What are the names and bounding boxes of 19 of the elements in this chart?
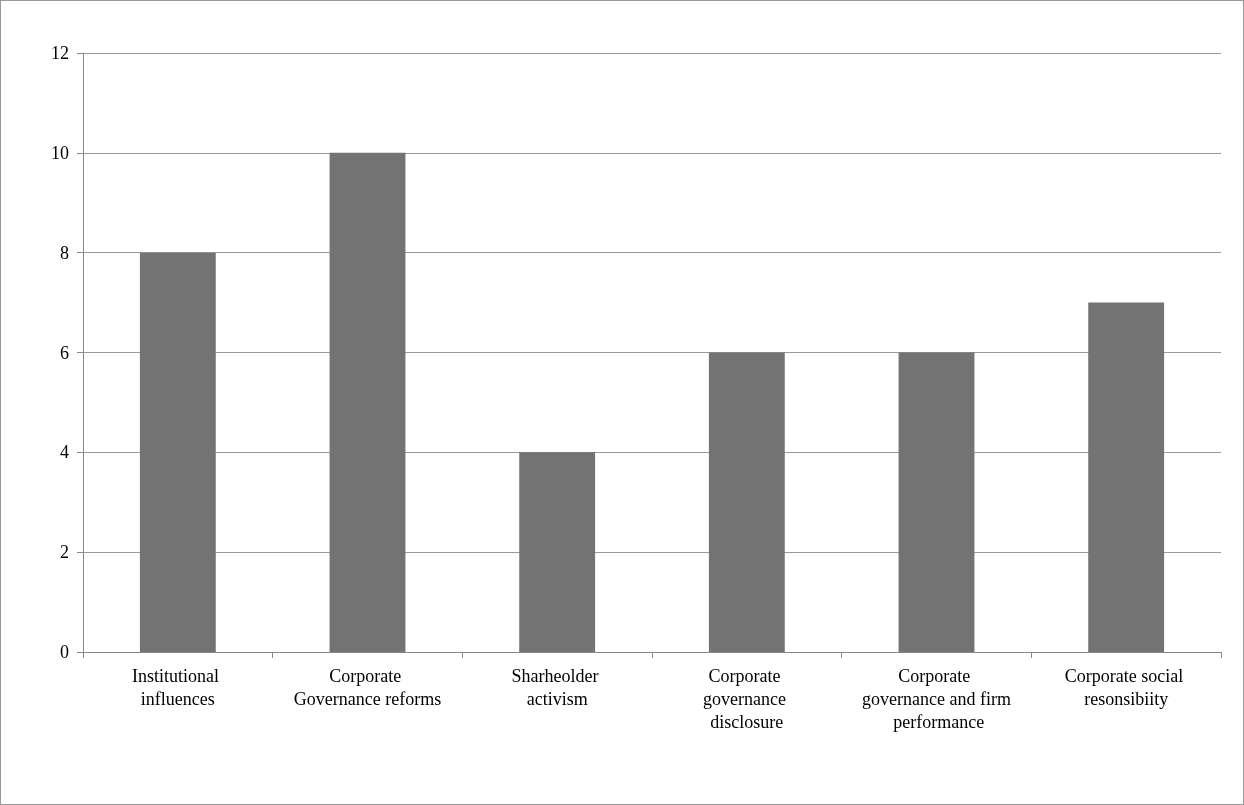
bar (898, 352, 975, 652)
x-tick-label: Corporate social resonsibiity (1064, 665, 1188, 709)
x-tick-label: Sharheolder activism (511, 665, 603, 709)
y-tick-label: 6 (60, 342, 69, 363)
x-tick-label: Corporate Governance reforms (293, 665, 442, 709)
y-tick-label: 0 (60, 642, 69, 662)
x-tick-label: Institutional influences (132, 665, 224, 709)
y-tick-label: 8 (60, 242, 69, 263)
y-tick-label: 12 (51, 43, 69, 63)
bar (139, 252, 216, 652)
bar (329, 152, 406, 652)
y-tick-label: 2 (60, 542, 69, 563)
x-tick-label: Corporate governance disclosure (703, 665, 791, 732)
bar (708, 352, 785, 652)
bar (519, 452, 596, 652)
x-tick-label: Corporate governance and firm performance (862, 665, 1011, 732)
y-tick-label: 4 (60, 442, 69, 463)
bar (1088, 302, 1165, 652)
y-tick-label: 10 (51, 142, 69, 163)
